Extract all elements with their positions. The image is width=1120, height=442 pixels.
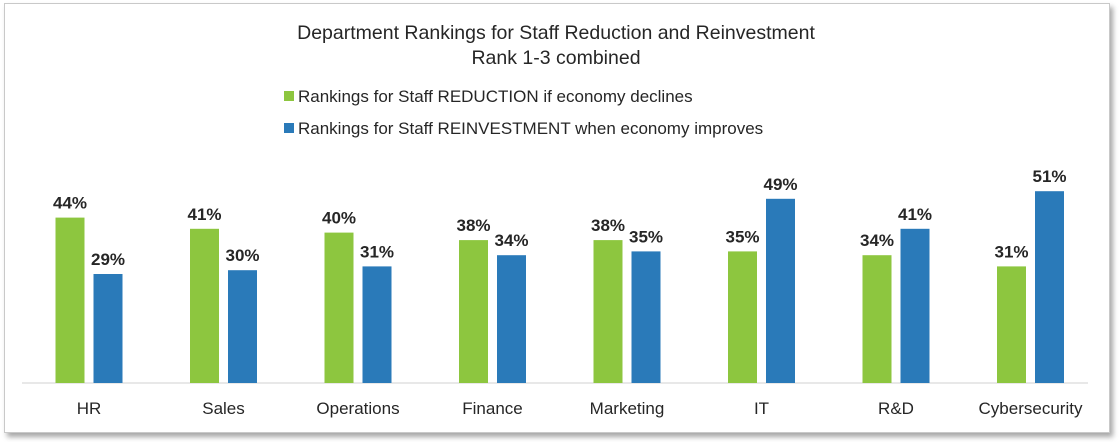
value-label-operations-reduction: 40% [322, 209, 356, 228]
bar-sales-reduction [190, 228, 219, 383]
bar-cybersecurity-reduction [997, 266, 1026, 383]
bar-finance-reinvestment [497, 255, 526, 383]
bar-hr-reinvestment [93, 274, 123, 383]
chart-subtitle: Rank 1-3 combined [471, 47, 640, 69]
legend-label-reduction: Rankings for Staff REDUCTION if economy … [298, 87, 693, 106]
category-label-finance: Finance [462, 399, 522, 418]
bar-it-reduction [728, 251, 757, 383]
value-label-marketing-reduction: 38% [591, 216, 625, 235]
bar-operations-reinvestment [362, 266, 392, 383]
bars-group [55, 191, 1064, 383]
value-label-sales-reinvestment: 30% [225, 246, 259, 265]
value-label-sales-reduction: 41% [187, 205, 221, 224]
value-label-r-d-reinvestment: 41% [898, 205, 932, 224]
value-label-hr-reduction: 44% [53, 194, 87, 213]
category-label-marketing: Marketing [590, 399, 665, 418]
value-label-it-reduction: 35% [725, 227, 759, 246]
bar-it-reinvestment [766, 198, 795, 383]
category-label-r-d: R&D [878, 399, 914, 418]
bar-cybersecurity-reinvestment [1035, 191, 1064, 383]
bar-r-d-reduction [862, 255, 892, 383]
bar-sales-reinvestment [228, 270, 257, 383]
value-label-operations-reinvestment: 31% [360, 242, 394, 261]
bar-marketing-reinvestment [631, 251, 661, 383]
value-label-hr-reinvestment: 29% [91, 250, 125, 269]
bar-hr-reduction [55, 217, 85, 383]
chart-title: Department Rankings for Staff Reduction … [297, 22, 815, 44]
category-labels-group: HR Sales Operations Finance Marketing IT R&D Cy… [77, 399, 1083, 418]
value-label-finance-reduction: 38% [456, 216, 490, 235]
value-label-r-d-reduction: 34% [860, 231, 894, 250]
value-label-marketing-reinvestment: 35% [629, 227, 663, 246]
category-label-sales: Sales [202, 399, 245, 418]
value-labels-group: 44%29%41%30%40%31%38%34%38%35% 35%49%34%4… [53, 167, 1067, 269]
bar-r-d-reinvestment [900, 228, 930, 383]
value-label-cybersecurity-reduction: 31% [994, 242, 1028, 261]
bar-finance-reduction [459, 240, 488, 383]
bar-marketing-reduction [593, 240, 623, 383]
category-label-cybersecurity: Cybersecurity [979, 399, 1083, 418]
legend-swatch-reinvestment [284, 123, 294, 133]
category-label-it: IT [754, 399, 769, 418]
category-label-operations: Operations [316, 399, 399, 418]
value-label-cybersecurity-reinvestment: 51% [1032, 167, 1066, 186]
value-label-finance-reinvestment: 34% [494, 231, 528, 250]
bar-operations-reduction [324, 232, 354, 383]
legend-swatch-reduction [284, 91, 294, 101]
legend-label-reinvestment: Rankings for Staff REINVESTMENT when eco… [298, 119, 763, 138]
legend: Rankings for Staff REDUCTION if economy … [284, 87, 763, 138]
value-label-it-reinvestment: 49% [763, 175, 797, 194]
category-label-hr: HR [77, 399, 102, 418]
